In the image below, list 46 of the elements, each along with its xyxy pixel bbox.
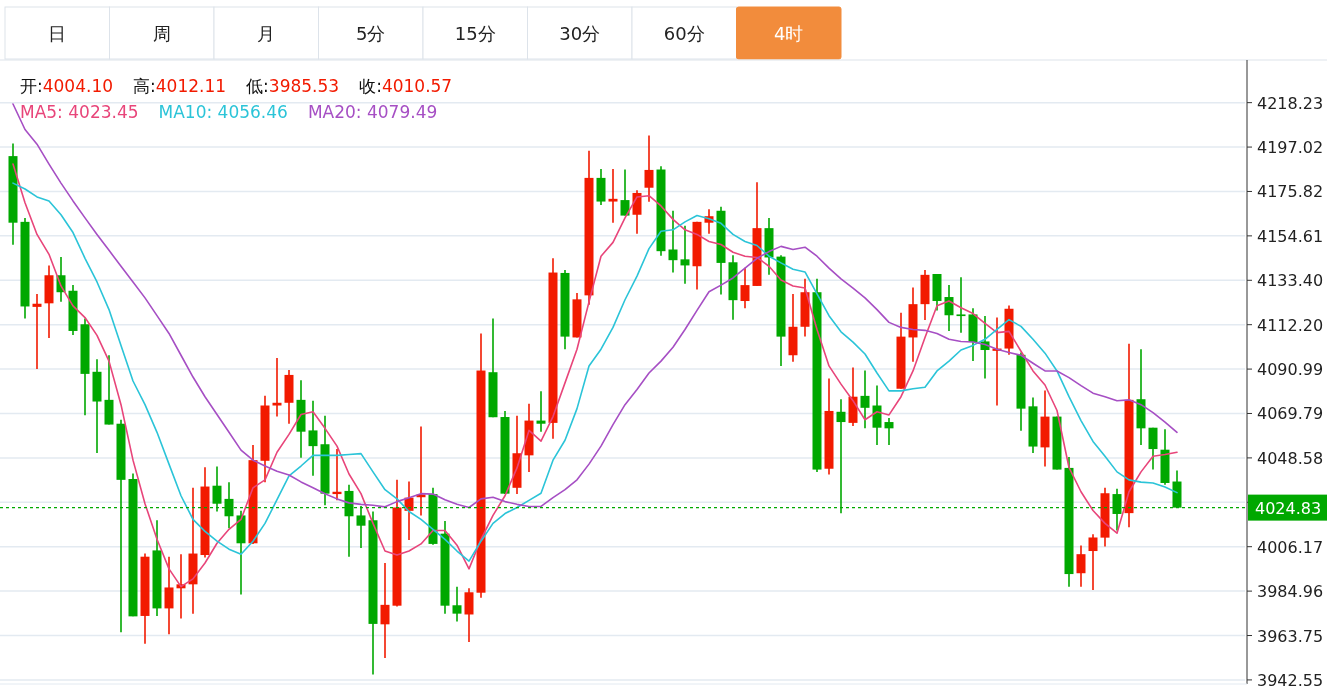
- annotation: MA20: 4079.49: [307, 102, 438, 122]
- annotation: 低:3985.53: [246, 76, 340, 96]
- y-tick-label: 4090.99: [1257, 360, 1324, 380]
- y-tick-label: 4197.02: [1257, 138, 1324, 158]
- candlestick: [956, 276, 966, 334]
- y-tick-label: 4048.58: [1257, 448, 1324, 468]
- candlestick: [944, 284, 954, 332]
- candlestick: [620, 168, 630, 217]
- candlestick: [536, 390, 546, 433]
- y-tick-label: 4112.20: [1257, 315, 1324, 335]
- candlestick: [1148, 426, 1158, 471]
- candlestick: [308, 399, 318, 477]
- candlestick: [164, 555, 174, 635]
- y-tick-label: 4006.17: [1257, 537, 1324, 557]
- candlestick: [464, 587, 474, 643]
- ref-line-label: 4024.83: [1255, 498, 1322, 518]
- annotation: MA10: 4056.46: [158, 102, 288, 122]
- y-tick-label: 4175.82: [1257, 182, 1324, 202]
- annotation: MA5: 4023.45: [20, 102, 139, 122]
- annotation: 高:4012.11: [133, 76, 227, 96]
- candlestick: [608, 168, 618, 224]
- tabs: 日 周 月 5分 15分 30分 60分 4时: [4, 6, 842, 60]
- candlestick: [632, 189, 642, 235]
- candlestick: [644, 134, 654, 203]
- candlestick: [872, 384, 882, 446]
- y-tick-label: 4154.61: [1257, 226, 1324, 246]
- candlestick: [860, 369, 870, 430]
- candlestick: [680, 225, 690, 285]
- y-tick-label: 4133.40: [1257, 271, 1324, 291]
- candlestick: [668, 209, 678, 274]
- candlestick: [1076, 544, 1086, 588]
- candlestick: [596, 168, 606, 206]
- candlestick: [884, 417, 894, 446]
- candlestick: [740, 266, 750, 310]
- y-tick-label: 3984.96: [1257, 582, 1324, 602]
- candlestick: [1088, 533, 1098, 591]
- annotation: 开:4004.10: [20, 76, 114, 96]
- candlestick: [32, 293, 42, 370]
- candlestick: [272, 357, 282, 418]
- annotation: 收:4010.57: [359, 76, 453, 96]
- candlestick: [380, 562, 390, 659]
- y-tick-label: 4218.23: [1257, 93, 1324, 113]
- y-tick-label: 3942.55: [1257, 670, 1324, 690]
- y-tick-label: 3963.75: [1257, 626, 1324, 646]
- candlestick: [452, 585, 462, 623]
- y-tick-label: 4069.79: [1257, 404, 1324, 424]
